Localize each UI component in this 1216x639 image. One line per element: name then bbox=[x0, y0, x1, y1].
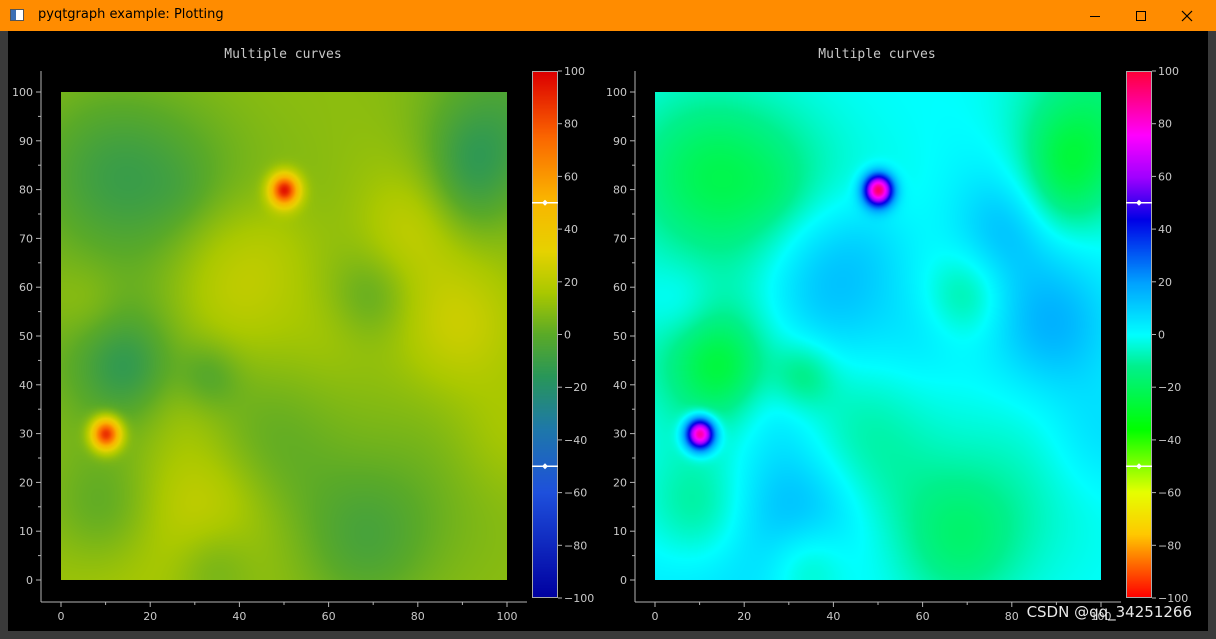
window-titlebar[interactable]: pyqtgraph example: Plotting bbox=[0, 0, 1216, 31]
colorbar-tick-label: −20 bbox=[564, 381, 587, 394]
level-handle[interactable] bbox=[542, 463, 548, 470]
y-tick-label: 20 bbox=[19, 476, 33, 489]
colorbar-tick-label: −60 bbox=[1158, 487, 1181, 500]
minimize-icon bbox=[1090, 15, 1100, 17]
colorbar-tick-label: 80 bbox=[564, 118, 578, 131]
colorbar-tick-label: 40 bbox=[564, 223, 578, 236]
x-tick-label: 80 bbox=[411, 610, 425, 623]
x-tick-label: 0 bbox=[652, 610, 659, 623]
watermark-text: CSDN @qq_34251266 bbox=[1026, 603, 1192, 621]
colorbar-gradient[interactable] bbox=[532, 71, 558, 598]
y-tick-label: 50 bbox=[613, 330, 627, 343]
y-tick-label: 60 bbox=[19, 281, 33, 294]
y-tick-label: 20 bbox=[613, 476, 627, 489]
colorbar-tick-label: 20 bbox=[1158, 276, 1172, 289]
y-tick-label: 10 bbox=[19, 525, 33, 538]
x-tick-label: 40 bbox=[826, 610, 840, 623]
colorbar-tick-label: −40 bbox=[1158, 434, 1181, 447]
level-handle[interactable] bbox=[1136, 463, 1142, 470]
y-tick-label: 50 bbox=[19, 330, 33, 343]
app-window-icon bbox=[10, 9, 24, 21]
y-tick-label: 90 bbox=[19, 135, 33, 148]
x-tick-label: 80 bbox=[1005, 610, 1019, 623]
y-tick-label: 100 bbox=[606, 86, 627, 99]
y-tick-label: 100 bbox=[12, 86, 33, 99]
colorbar-axis: 100 80 60 40 20 0 −20 −40 −60 −80 −100 bbox=[1126, 65, 1188, 605]
x-tick-label: 0 bbox=[58, 610, 65, 623]
y-tick-label: 90 bbox=[613, 135, 627, 148]
plot-axes: 0 10 20 30 40 50 60 70 80 90 100 0 20 40 60 80 100 bbox=[606, 71, 1121, 623]
y-tick-label: 40 bbox=[19, 379, 33, 392]
colorbar-tick-label: −80 bbox=[1158, 539, 1181, 552]
y-tick-label: 80 bbox=[19, 184, 33, 197]
colorbar-tick-label: 60 bbox=[564, 170, 578, 183]
colorbar-tick-label: 100 bbox=[564, 65, 585, 78]
y-tick-label: 10 bbox=[613, 525, 627, 538]
x-tick-label: 60 bbox=[322, 610, 336, 623]
heatmap-image[interactable] bbox=[655, 92, 1101, 580]
colorbar-tick-label: −40 bbox=[564, 434, 587, 447]
colorbar-tick-label: −100 bbox=[564, 592, 594, 605]
colorbar-tick-label: 80 bbox=[1158, 118, 1172, 131]
y-tick-label: 70 bbox=[613, 232, 627, 245]
x-tick-label: 40 bbox=[232, 610, 246, 623]
plot-title: Multiple curves bbox=[224, 47, 342, 62]
colorbar-axis: 100 80 60 40 20 0 −20 −40 −60 −80 −100 bbox=[532, 65, 594, 605]
y-tick-label: 0 bbox=[26, 574, 33, 587]
y-tick-label: 80 bbox=[613, 184, 627, 197]
colorbar-tick-label: −80 bbox=[564, 539, 587, 552]
y-tick-label: 0 bbox=[620, 574, 627, 587]
colorbar-tick-label: −100 bbox=[1158, 592, 1188, 605]
y-tick-label: 60 bbox=[613, 281, 627, 294]
colorbar-tick-label: −20 bbox=[1158, 381, 1181, 394]
close-button[interactable] bbox=[1164, 0, 1210, 31]
colorbar-gradient[interactable] bbox=[1126, 71, 1152, 598]
close-icon bbox=[1181, 10, 1193, 21]
maximize-button[interactable] bbox=[1118, 0, 1164, 31]
colorbar-tick-label: 0 bbox=[564, 329, 571, 342]
y-tick-label: 30 bbox=[19, 428, 33, 441]
colorbar-tick-label: 100 bbox=[1158, 65, 1179, 78]
colorbar-tick-label: 20 bbox=[564, 276, 578, 289]
colorbar-tick-label: 40 bbox=[1158, 223, 1172, 236]
colorbar-tick-label: 0 bbox=[1158, 329, 1165, 342]
x-tick-label: 20 bbox=[143, 610, 157, 623]
colorbar-tick-label: −60 bbox=[564, 487, 587, 500]
maximize-icon bbox=[1136, 10, 1146, 21]
plot-area: Multiple curves 0 10 20 30 40 50 60 70 80 90 100 0 2… bbox=[8, 31, 1208, 631]
window-title: pyqtgraph example: Plotting bbox=[38, 7, 224, 22]
colorbar-tick-label: 60 bbox=[1158, 170, 1172, 183]
minimize-button[interactable] bbox=[1072, 0, 1118, 31]
y-tick-label: 30 bbox=[613, 428, 627, 441]
plot-axes: 0 10 20 30 40 50 60 70 80 90 100 0 20 40 60 80 100 bbox=[12, 71, 527, 623]
y-tick-label: 70 bbox=[19, 232, 33, 245]
x-tick-label: 100 bbox=[497, 610, 518, 623]
plot-title: Multiple curves bbox=[818, 47, 936, 62]
heatmap-image[interactable] bbox=[61, 92, 507, 580]
y-tick-label: 40 bbox=[613, 379, 627, 392]
x-tick-label: 20 bbox=[737, 610, 751, 623]
x-tick-label: 100 bbox=[1091, 610, 1112, 623]
level-handle[interactable] bbox=[542, 199, 548, 206]
level-handle[interactable] bbox=[1136, 199, 1142, 206]
x-tick-label: 60 bbox=[916, 610, 930, 623]
